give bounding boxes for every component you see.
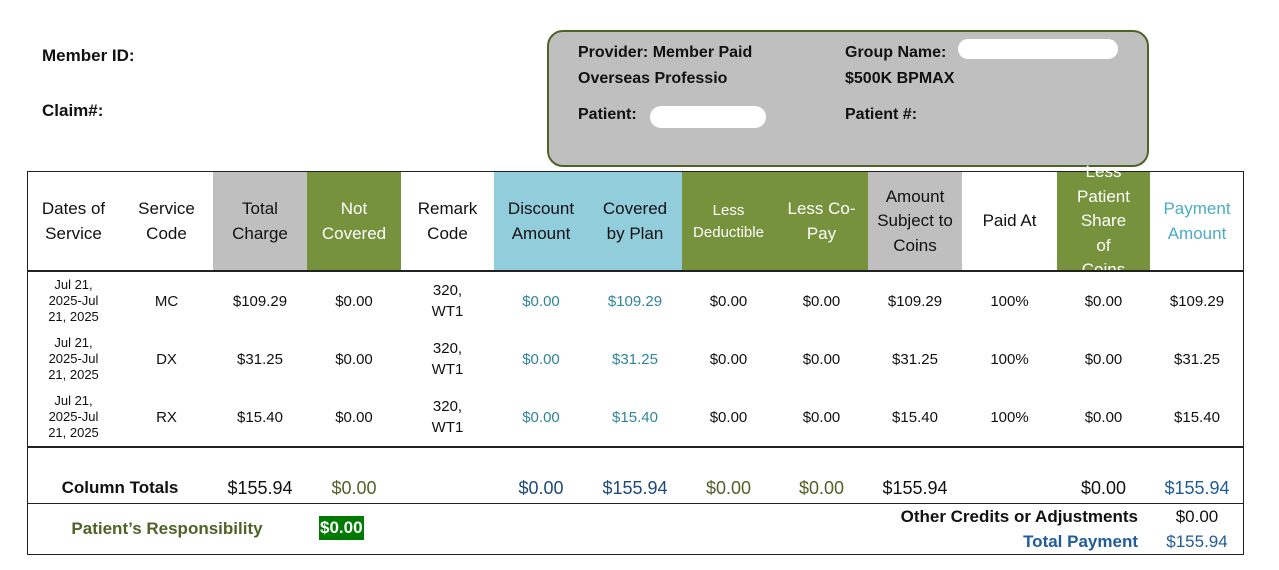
table-cell: $109.29 [607,292,663,310]
table-cell: DX [156,350,177,368]
column-header: Remark Code [417,198,478,243]
totals-cell: $0.00 [798,477,845,498]
table-cell: 320, WT1 [431,282,464,320]
table-cell: $15.40 [237,408,283,426]
table-cell: $15.40 [892,408,938,426]
table-cell: Jul 21, 2025-Jul 21, 2025 [48,334,99,383]
member-id-label: Member ID: [42,46,135,65]
table-cell: $31.25 [1174,350,1220,368]
table-cell: $0.00 [709,292,748,310]
table-cell: 100% [990,408,1029,426]
provider-line: Overseas Professio [578,70,728,87]
column-header: Less Co-Pay [775,172,868,271]
table-cell: $109.29 [1169,292,1225,310]
totals-cell: $0.00 [705,477,752,498]
totals-cell: $155.94 [227,477,293,498]
table-cell: $0.00 [709,408,748,426]
table-cell: RX [156,408,177,426]
column-header: Discount Amount [494,172,588,271]
table-cell: 320, WT1 [431,340,464,378]
patient-responsibility-label: Patient’s Responsibility [71,518,263,538]
totals-cell: $155.94 [1164,477,1230,498]
totals-cell: $155.94 [882,477,948,498]
claim-label: Claim#: [42,101,104,120]
table-cell: 320, WT1 [431,398,464,436]
table-cell: 100% [990,350,1029,368]
group-name-label: Group Name: [845,44,947,61]
column-header: Service Code [138,198,195,243]
table-frame [27,171,1244,555]
table-cell: Jul 21, 2025-Jul 21, 2025 [48,276,99,325]
table-cell: $0.00 [522,292,560,310]
column-header: Less Deductible [682,172,775,271]
column-header: Paid At [982,211,1037,231]
table-cell: $0.00 [802,350,841,368]
table-cell: $0.00 [802,292,841,310]
header-rule [27,270,1244,272]
patient-responsibility: $0.00 [319,516,364,540]
table-cell: $109.29 [887,292,943,310]
column-header: Payment Amount [1163,198,1231,243]
table-cell: $15.40 [1174,408,1220,426]
table-cell: $0.00 [335,292,373,310]
totals-cell: $155.94 [602,477,668,498]
redaction [650,106,766,128]
footer-rule [27,503,1244,504]
column-header: Amount Subject to Coins [868,172,962,271]
table-cell: $31.25 [612,350,658,368]
column-header: Less Patient Share of Coins [1057,162,1150,279]
table-cell: $0.00 [1084,292,1123,310]
data-rule [27,446,1244,448]
table-cell: Jul 21, 2025-Jul 21, 2025 [48,392,99,441]
table-cell: $0.00 [335,408,373,426]
other-credits-label: Other Credits or Adjustments [900,507,1138,526]
column-header: Dates of Service [41,198,106,243]
column-header: Not Covered [307,172,401,271]
column-header: Covered by Plan [588,172,682,271]
table-cell: $0.00 [802,408,841,426]
table-cell: $109.29 [232,292,288,310]
table-cell: $0.00 [709,350,748,368]
totals-cell: $0.00 [331,477,377,498]
table-cell: $0.00 [1084,408,1123,426]
provider: Provider: Member Paid Overseas Professio [578,40,752,92]
group: Group Name: $500K BPMAX [845,40,954,92]
table-cell: $31.25 [237,350,283,368]
other-credits: $0.00 [1175,506,1219,526]
totals-cell: $0.00 [1080,477,1127,498]
table-cell: $0.00 [1084,350,1123,368]
table-cell: $0.00 [522,350,560,368]
table-cell: $31.25 [892,350,938,368]
totals-cell: $0.00 [518,477,564,498]
total-payment-label: Total Payment [1023,532,1138,551]
table-cell: $0.00 [335,350,373,368]
table-cell: 100% [990,292,1029,310]
provider-line: Provider: Member Paid [578,44,753,61]
redaction [958,39,1118,59]
totals-label: Column Totals [61,477,179,497]
table-cell: $0.00 [522,408,560,426]
table-cell: MC [154,292,179,310]
group-plan: $500K BPMAX [845,70,955,87]
total-payment: $155.94 [1166,531,1228,551]
patient-label: Patient: [578,106,637,123]
patient-number-label: Patient #: [845,106,918,123]
column-header: Total Charge [213,172,307,271]
table-cell: $15.40 [612,408,658,426]
